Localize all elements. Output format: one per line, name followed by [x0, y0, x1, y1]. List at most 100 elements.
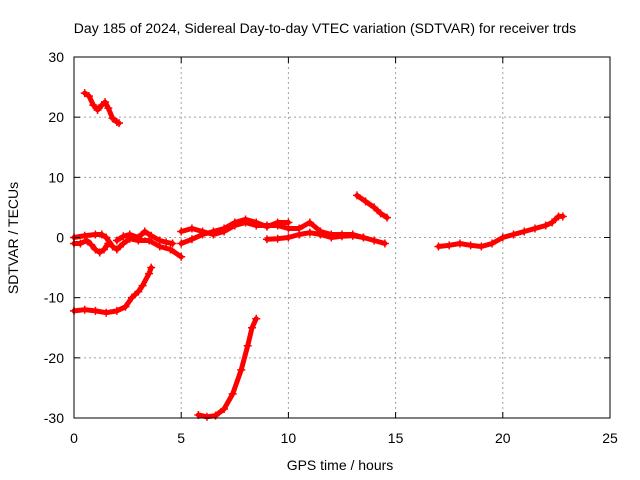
series-line	[71, 265, 154, 316]
data-point	[162, 238, 171, 247]
data-point	[166, 245, 175, 254]
data-point	[95, 248, 104, 257]
data-point	[104, 239, 113, 248]
data-point	[145, 236, 154, 245]
data-point	[138, 281, 147, 290]
plot-series	[70, 89, 567, 421]
data-point	[145, 269, 154, 278]
data-point	[198, 230, 207, 239]
y-tick-label: 10	[48, 169, 64, 185]
data-point	[380, 239, 389, 248]
data-point	[477, 242, 486, 251]
data-point	[80, 89, 89, 98]
x-axis-title: GPS time / hours	[287, 457, 394, 473]
data-point	[202, 412, 211, 421]
data-point	[104, 104, 113, 113]
y-tick-label: 20	[48, 109, 64, 125]
data-point	[147, 231, 156, 240]
y-tick-label: -30	[44, 410, 64, 426]
data-point	[230, 218, 239, 227]
data-point	[220, 404, 229, 413]
series-arc-10	[353, 191, 392, 222]
data-point	[177, 252, 186, 261]
data-point	[112, 245, 121, 254]
data-point	[434, 242, 443, 251]
data-point	[558, 212, 567, 221]
data-point	[262, 222, 271, 231]
y-tick-label: 30	[48, 49, 64, 65]
data-point	[273, 218, 282, 227]
data-point	[327, 233, 336, 242]
data-point	[108, 242, 117, 251]
data-point	[370, 203, 379, 212]
data-point	[541, 221, 550, 230]
data-point	[548, 218, 557, 227]
x-tick-label: 0	[70, 430, 78, 446]
data-point	[241, 215, 250, 224]
data-point	[509, 230, 518, 239]
data-point	[134, 233, 143, 242]
series-line	[195, 316, 259, 420]
data-point	[177, 227, 186, 236]
data-point	[108, 114, 117, 123]
series-arc-1	[80, 89, 124, 128]
data-point	[361, 197, 370, 206]
data-point	[209, 227, 218, 236]
x-tick-label: 5	[177, 430, 185, 446]
data-point	[455, 239, 464, 248]
data-point	[121, 302, 130, 311]
data-point	[119, 239, 128, 248]
data-point	[376, 209, 385, 218]
data-point	[316, 230, 325, 239]
series-line	[264, 230, 366, 242]
data-point	[97, 230, 106, 239]
series-line	[82, 90, 122, 126]
data-point	[93, 105, 102, 114]
data-point	[237, 365, 246, 374]
data-point	[247, 323, 256, 332]
series-arc-11	[434, 212, 567, 251]
axis-ticks: 0 5 10 15 20 25 -30 -20 -10 0 10 20 30	[44, 49, 618, 446]
data-point	[177, 239, 186, 248]
data-point	[119, 232, 128, 241]
data-point	[112, 236, 121, 245]
series-arc-7	[177, 215, 293, 248]
data-point	[530, 224, 539, 233]
series-arc-9	[194, 314, 261, 421]
x-tick-label: 25	[602, 430, 618, 446]
data-point	[127, 293, 136, 302]
series-arc-8	[262, 228, 368, 244]
data-point	[262, 235, 271, 244]
data-point	[228, 389, 237, 398]
data-point	[466, 241, 475, 250]
data-point	[220, 224, 229, 233]
series-line	[354, 192, 390, 221]
data-point	[134, 287, 143, 296]
y-axis-title: SDTVAR / TECUs	[5, 182, 21, 294]
data-point	[252, 218, 261, 227]
data-point	[87, 240, 96, 249]
data-point	[155, 236, 164, 245]
data-point	[295, 230, 304, 239]
data-point	[85, 92, 94, 101]
data-point	[89, 101, 98, 110]
data-point	[112, 306, 121, 315]
data-point	[488, 239, 497, 248]
series-arc-4	[112, 227, 177, 248]
data-point	[82, 236, 91, 245]
data-point	[359, 233, 368, 242]
data-point	[353, 191, 362, 200]
data-point	[370, 236, 379, 245]
x-tick-label: 20	[495, 430, 511, 446]
chart-title: Day 185 of 2024, Sidereal Day-to-day VTE…	[74, 20, 576, 36]
data-point	[284, 218, 293, 227]
data-point	[273, 234, 282, 243]
data-point	[243, 341, 252, 350]
y-tick-label: -10	[44, 290, 64, 306]
data-point	[140, 227, 149, 236]
data-point	[520, 227, 529, 236]
data-point	[305, 218, 314, 227]
data-point	[187, 235, 196, 244]
x-tick-label: 10	[281, 430, 297, 446]
